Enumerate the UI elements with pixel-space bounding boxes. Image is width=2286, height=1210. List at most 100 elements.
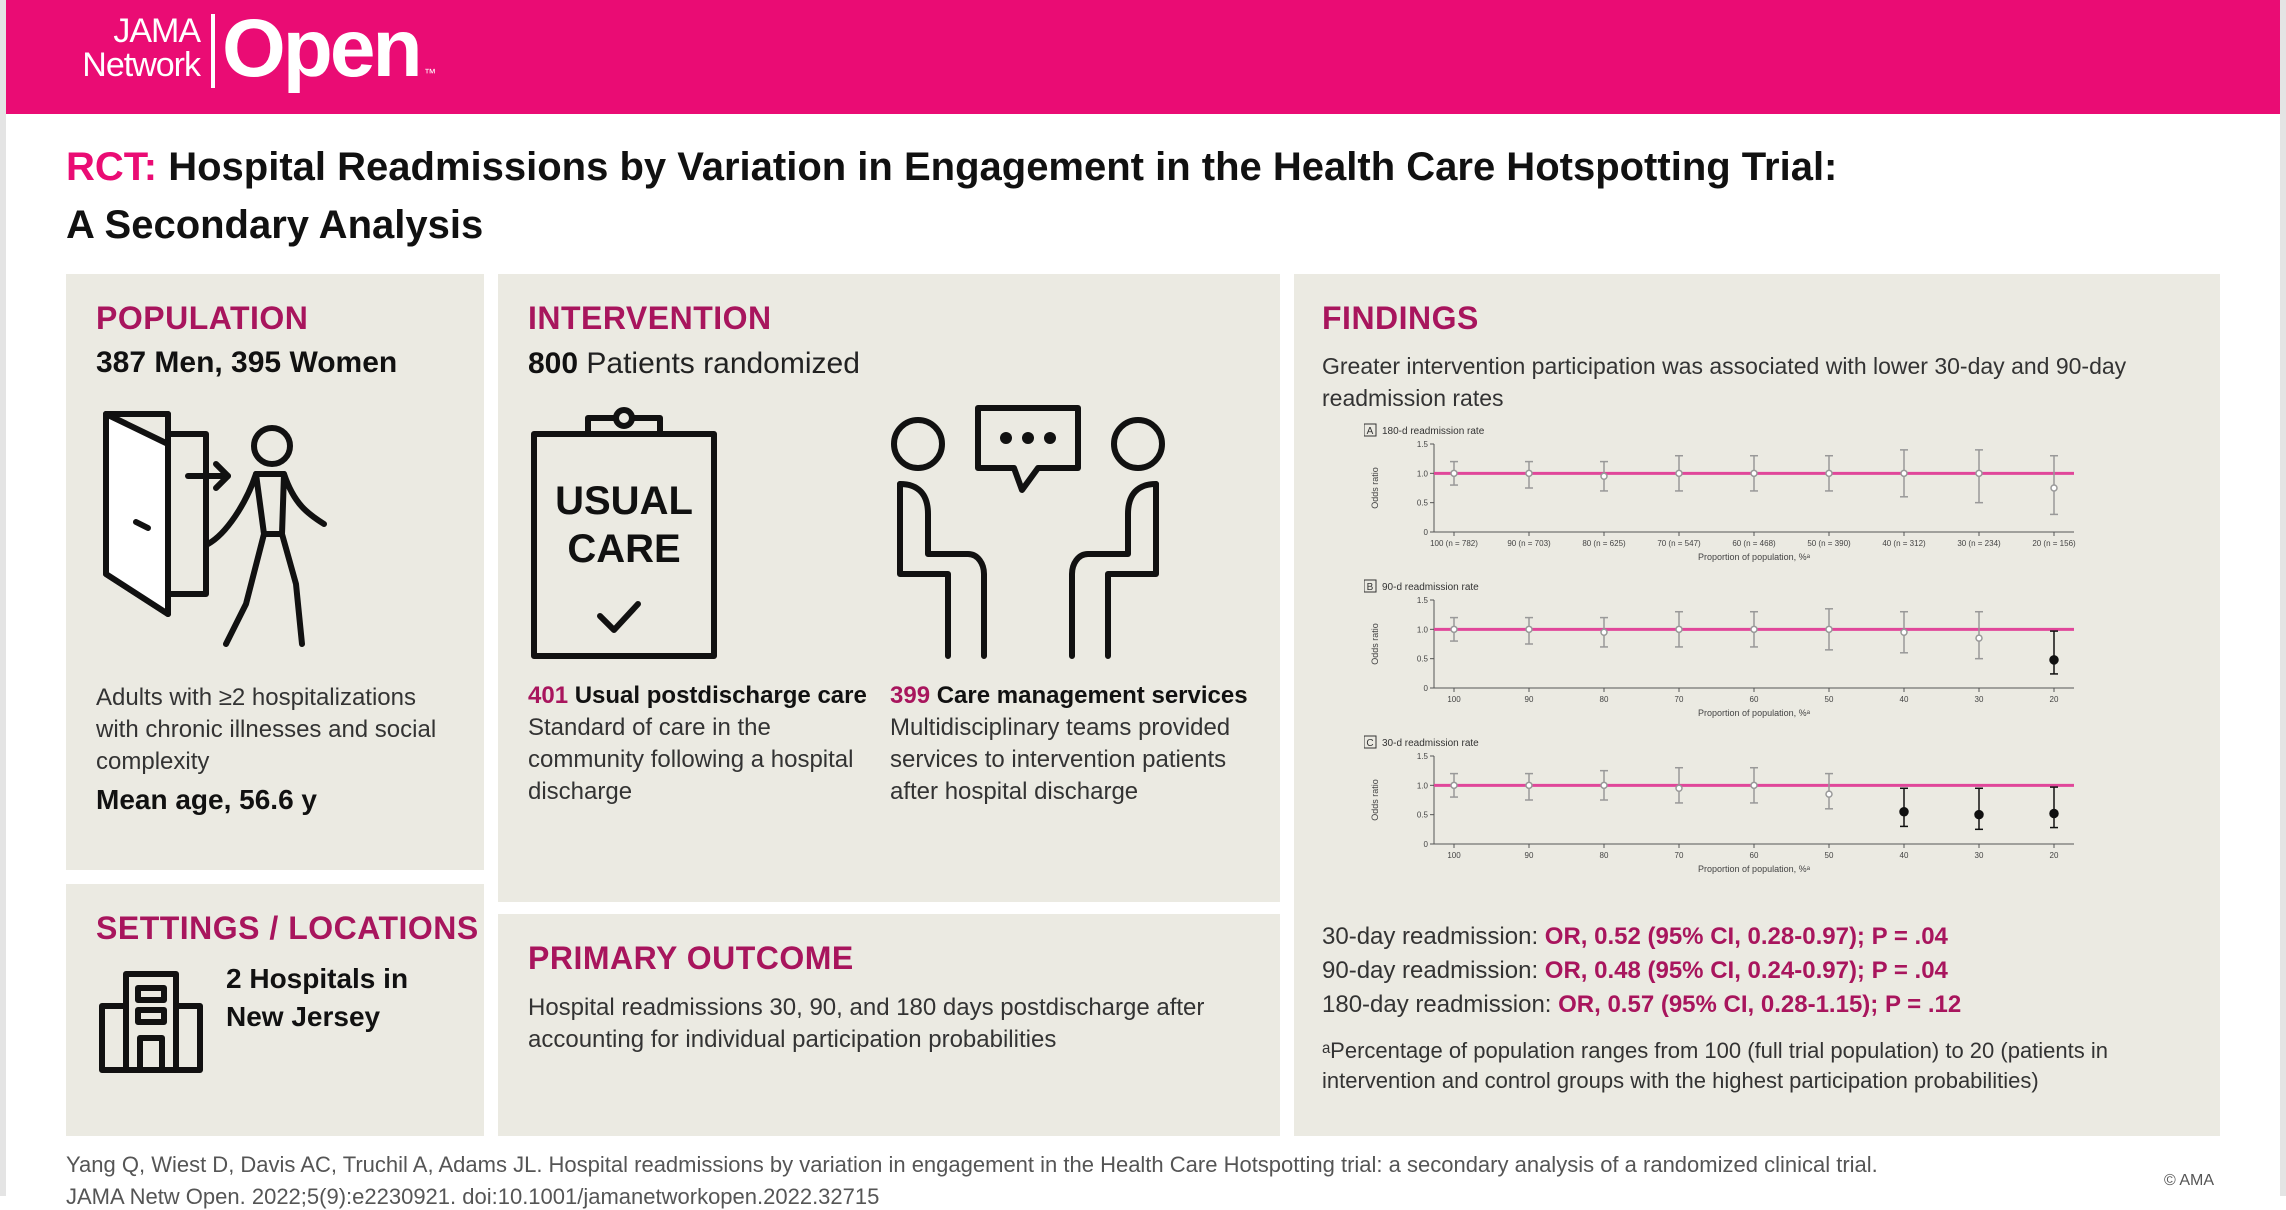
chart-point [1600, 472, 1608, 481]
usual-title: Usual postdischarge care [574, 682, 867, 709]
population-age: Mean age, 56.6 y [96, 784, 318, 815]
chart-panel-label-box [1364, 423, 1377, 437]
chart-x-tick-label: 80 [1600, 851, 1609, 860]
chart-panel-label: C [1366, 738, 1373, 749]
result-180-label: 180-day readmission: [1322, 991, 1552, 1018]
chart-title: 180-d readmission rate [1382, 426, 1485, 437]
jama-network-logo: JAMA Network [70, 14, 201, 84]
chart-point [2050, 484, 2058, 492]
findings-results: 30-day readmission: OR, 0.52 (95% CI, 0.… [1322, 920, 2202, 1022]
primary-outcome-panel: PRIMARY OUTCOME Hospital readmissions 30… [498, 914, 1280, 1136]
logo-line2: Network [82, 46, 201, 84]
settings-heading: SETTINGS / LOCATIONS [96, 910, 479, 946]
result-180-day: 180-day readmission: OR, 0.57 (95% CI, 0… [1322, 988, 2202, 1022]
clipboard-usual-care-icon: USUAL CARE [531, 407, 717, 659]
findings-summary: Greater intervention participation was a… [1322, 353, 2127, 411]
chart-point [1525, 625, 1533, 634]
intervention-heading: INTERVENTION [528, 300, 772, 336]
chart-x-tick-label: 70 [1675, 695, 1684, 704]
chart-point [1750, 625, 1758, 634]
chart-point [1675, 625, 1683, 634]
chart-y-axis-label: Odds ratio [1370, 623, 1380, 665]
chart-x-tick-label: 30 [1975, 851, 1984, 860]
chart-point [1450, 781, 1458, 790]
chart-x-tick-label: 80 [1600, 695, 1609, 704]
chart-x-axis-label: Proportion of population, %ᵃ [1698, 552, 1811, 562]
chart-point [1750, 469, 1758, 478]
primary-outcome-heading: PRIMARY OUTCOME [528, 940, 854, 976]
usual-desc: Standard of care in the community follow… [528, 714, 854, 805]
care-num: 399 [890, 682, 931, 709]
primary-outcome-text: Hospital readmissions 30, 90, and 180 da… [528, 994, 1205, 1053]
copyright: © AMA [2163, 1172, 2214, 1189]
chart-y-tick-label: 1.5 [1417, 440, 1429, 449]
door-exit-person-icon [103, 411, 327, 647]
citation-line2: JAMA Netw Open. 2022;5(9):e2230921. doi:… [66, 1184, 880, 1209]
chart-x-tick-label: 60 [1750, 851, 1759, 860]
chart-x-tick-label: 40 (n = 312) [1882, 539, 1926, 548]
chart-point [1525, 781, 1533, 790]
chart-x-tick-label: 100 [1447, 851, 1461, 860]
chart-point [2049, 808, 2059, 819]
settings-line1: 2 Hospitals in [226, 963, 409, 994]
chart-y-tick-label: 1.5 [1417, 752, 1429, 761]
result-90-day: 90-day readmission: OR, 0.48 (95% CI, 0.… [1322, 954, 2202, 988]
forest-plot-charts: A 180-d readmission rate 0 0.5 1.0 1.5 Odds ra… [1364, 423, 2076, 874]
chart-y-tick-label: 0.5 [1417, 499, 1429, 508]
chart-x-tick-label: 90 [1525, 851, 1534, 860]
chart-panel-label-box [1364, 579, 1377, 593]
usual-num: 401 [528, 682, 569, 709]
result-30-value: OR, 0.52 (95% CI, 0.28-0.97); P = .04 [1544, 923, 1948, 950]
chart-y-tick-label: 1.0 [1417, 625, 1429, 634]
population-panel: POPULATION 387 Men, 395 Women Adults wit… [66, 274, 484, 870]
chart-y-tick-label: 1.0 [1417, 781, 1429, 790]
chart-x-tick-label: 50 [1825, 695, 1834, 704]
population-count: 387 Men, 395 Women [96, 346, 398, 379]
chart-point [1750, 781, 1758, 790]
intervention-panel: INTERVENTION 800 Patients randomized USU… [498, 274, 1280, 902]
chart-y-tick-label: 0 [1424, 684, 1429, 693]
care-team-conversation-icon [891, 405, 1165, 659]
chart-y-tick-label: 0.5 [1417, 655, 1429, 664]
chart-title: 30-d readmission rate [1382, 738, 1479, 749]
care-management-block: 399 Care management services Multidiscip… [890, 680, 1260, 808]
chart-x-tick-label: 30 [1975, 695, 1984, 704]
chart-x-tick-label: 30 (n = 234) [1957, 539, 2001, 548]
chart-x-tick-label: 50 (n = 390) [1807, 539, 1851, 548]
chart-y-tick-label: 0.5 [1417, 811, 1429, 820]
result-90-value: OR, 0.48 (95% CI, 0.24-0.97); P = .04 [1544, 957, 1948, 984]
chart-x-tick-label: 50 [1825, 851, 1834, 860]
chart-x-tick-label: 70 (n = 547) [1657, 539, 1701, 548]
findings-panel: FINDINGS Greater intervention participat… [1294, 274, 2220, 1136]
result-30-day: 30-day readmission: OR, 0.52 (95% CI, 0.… [1322, 920, 2202, 954]
citation-line1: Yang Q, Wiest D, Davis AC, Truchil A, Ad… [66, 1152, 1878, 1177]
chart-x-tick-label: 70 [1675, 851, 1684, 860]
chart-y-tick-label: 0 [1424, 840, 1429, 849]
chart-point [1525, 469, 1533, 478]
chart-panel-label: A [1367, 426, 1374, 437]
findings-heading: FINDINGS [1322, 300, 1479, 336]
chart-x-tick-label: 20 (n = 156) [2032, 539, 2076, 548]
intervention-total-text: Patients randomized [586, 347, 860, 380]
chart-point [1900, 628, 1908, 637]
chart-title: 90-d readmission rate [1382, 582, 1479, 593]
chart-x-tick-label: 40 [1900, 851, 1909, 860]
chart-point [1899, 806, 1909, 817]
chart-point [1450, 469, 1458, 478]
chart-point [1825, 625, 1833, 634]
chart-point [1825, 790, 1833, 798]
result-180-value: OR, 0.57 (95% CI, 0.28-1.15); P = .12 [1558, 991, 1962, 1018]
chart-panel-label: B [1367, 582, 1374, 593]
chart-y-tick-label: 0 [1424, 528, 1429, 537]
brand-header: JAMA Network Open ™ [6, 0, 2280, 114]
chart-point [1450, 625, 1458, 634]
usual-care-block: 401 Usual postdischarge care Standard of… [528, 680, 868, 808]
settings-panel: SETTINGS / LOCATIONS 2 Hospitals in New … [66, 884, 484, 1136]
title-line2: A Secondary Analysis [66, 203, 484, 247]
chart-y-tick-label: 1.5 [1417, 596, 1429, 605]
result-90-label: 90-day readmission: [1322, 957, 1539, 984]
chart-panel-label-box [1364, 735, 1377, 749]
chart-point [1900, 469, 1908, 478]
chart-x-tick-label: 90 [1525, 695, 1534, 704]
